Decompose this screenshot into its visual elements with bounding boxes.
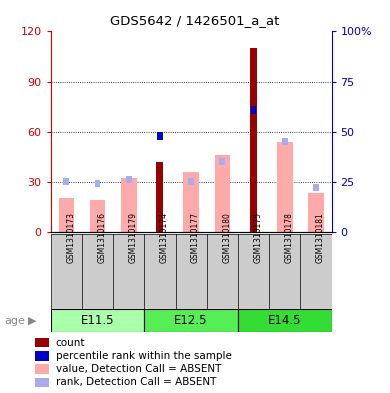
Bar [277, 141, 292, 232]
Bar [308, 193, 324, 232]
Text: count: count [56, 338, 85, 348]
Text: GSM1310173: GSM1310173 [66, 212, 75, 263]
Bar [144, 309, 238, 332]
Bar [35, 364, 49, 374]
Text: GSM1310177: GSM1310177 [191, 212, 200, 263]
Text: E11.5: E11.5 [81, 314, 114, 327]
Bar [156, 162, 163, 232]
Text: rank, Detection Call = ABSENT: rank, Detection Call = ABSENT [56, 377, 216, 387]
Text: GSM1310180: GSM1310180 [222, 212, 231, 263]
Text: GSM1310174: GSM1310174 [160, 212, 169, 263]
Text: GSM1310179: GSM1310179 [129, 212, 138, 263]
Text: GSM1310176: GSM1310176 [98, 212, 106, 263]
Bar [95, 180, 100, 187]
Bar [58, 198, 74, 232]
Bar [251, 106, 256, 114]
Bar [282, 138, 287, 145]
Bar [215, 155, 230, 232]
Bar [220, 158, 225, 165]
Text: value, Detection Call = ABSENT: value, Detection Call = ABSENT [56, 364, 221, 374]
Bar [51, 309, 144, 332]
Text: E12.5: E12.5 [174, 314, 208, 327]
Text: age: age [4, 316, 25, 326]
Bar [183, 172, 199, 232]
Text: percentile rank within the sample: percentile rank within the sample [56, 351, 232, 361]
Bar [250, 48, 257, 232]
Text: GSM1310181: GSM1310181 [316, 212, 325, 263]
Text: ▶: ▶ [28, 316, 37, 326]
Bar [126, 176, 131, 183]
Bar [35, 378, 49, 387]
Bar [90, 200, 105, 232]
Text: GSM1310175: GSM1310175 [254, 212, 262, 263]
Bar [35, 338, 49, 347]
Bar [121, 178, 136, 232]
Bar [157, 132, 163, 140]
Bar [64, 178, 69, 185]
Bar [238, 309, 332, 332]
Bar [188, 178, 194, 185]
Text: GDS5642 / 1426501_a_at: GDS5642 / 1426501_a_at [110, 14, 280, 27]
Bar [313, 184, 319, 191]
Text: E14.5: E14.5 [268, 314, 301, 327]
Bar [35, 351, 49, 361]
Text: GSM1310178: GSM1310178 [285, 212, 294, 263]
